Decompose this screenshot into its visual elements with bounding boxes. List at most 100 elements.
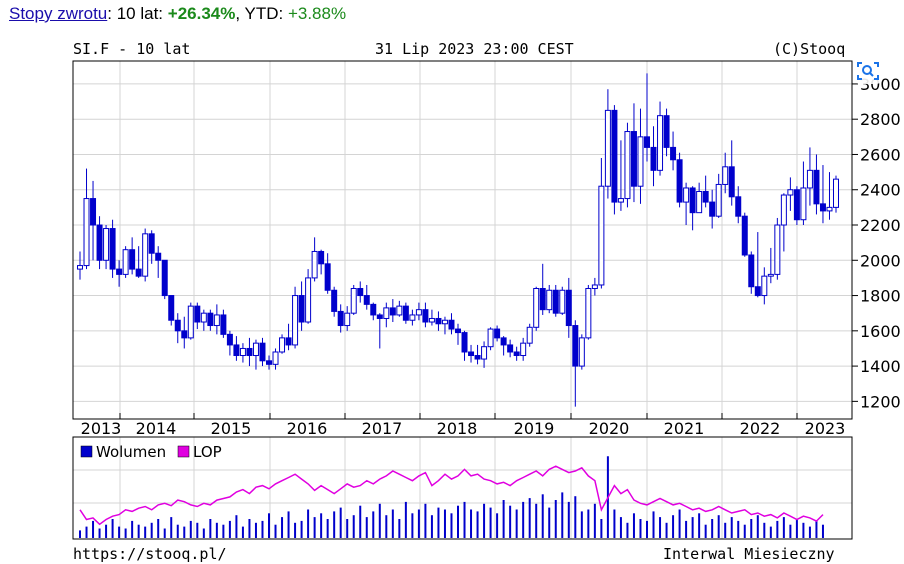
candle-body [422, 309, 429, 323]
candle-body [402, 305, 409, 321]
candle-body [344, 312, 351, 327]
candle-body [350, 287, 357, 314]
legend: Wolumen LOP [80, 443, 222, 461]
candle-body [767, 273, 774, 277]
y-tick-label: 2600 [860, 145, 901, 164]
footer-interval: Interwal Miesieczny [663, 545, 835, 563]
candle-body [259, 342, 266, 362]
candle-body [181, 330, 188, 339]
candle-body [122, 249, 129, 275]
candle-body [468, 351, 475, 357]
legend-lop-label: LOP [193, 443, 222, 461]
x-tick-label: 2014 [136, 419, 177, 438]
chart-symbol-label: SI.F - 10 lat [73, 40, 190, 58]
candle-body [135, 268, 142, 277]
candle-body [376, 314, 383, 319]
candle-body [226, 333, 233, 346]
candle-body [806, 169, 813, 189]
volume-bars-group [79, 456, 824, 538]
candle-body [239, 347, 246, 357]
x-tick-label: 2020 [589, 419, 630, 438]
x-tick-label: 2023 [805, 419, 846, 438]
x-tick-label: 2022 [740, 419, 781, 438]
candle-body [246, 347, 253, 357]
candle-body [598, 185, 605, 286]
candle-body [292, 295, 299, 346]
x-tick-label: 2016 [287, 419, 328, 438]
candle-body [526, 326, 533, 344]
candle-body [90, 198, 97, 226]
ytd-label: YTD: [244, 4, 288, 23]
legend-volume-swatch [80, 445, 93, 458]
y-tick-label: 1800 [860, 287, 901, 306]
lop-line-group [79, 465, 824, 526]
candle-body [474, 355, 481, 360]
lop-line [79, 465, 824, 526]
returns-link[interactable]: Stopy zwrotu [9, 4, 108, 23]
candle-body [780, 194, 787, 226]
candle-body [324, 263, 331, 291]
candle-body [507, 344, 514, 353]
visual-search-icon[interactable] [853, 57, 883, 85]
y-tick-label: 2200 [860, 216, 901, 235]
candle-body [559, 289, 566, 314]
candle-body [696, 191, 703, 214]
candle-body [357, 287, 364, 297]
candle-body [578, 337, 585, 367]
candle-body [103, 228, 110, 261]
candle-body [428, 317, 435, 323]
candle-body [826, 206, 833, 212]
candle-body [800, 187, 807, 221]
candle-body [285, 337, 292, 346]
y-tick-label: 2000 [860, 251, 901, 270]
x-tick-label: 2013 [81, 419, 122, 438]
candle-body [396, 305, 403, 316]
candle-body [155, 252, 162, 261]
candle-body [441, 319, 448, 325]
candle-body [252, 342, 259, 357]
returns-sep-2: , [235, 4, 245, 23]
candle-body [741, 215, 748, 256]
candle-body [611, 109, 618, 203]
y-tick-label: 2800 [860, 110, 901, 129]
candle-body [702, 191, 709, 203]
candle-body [761, 275, 768, 297]
price-plot-frame [72, 60, 853, 420]
candle-body [604, 109, 611, 187]
candle-body [142, 233, 149, 277]
candle-body [448, 319, 455, 330]
candle-body [637, 136, 644, 187]
candle-body [461, 332, 468, 353]
candle-body [676, 159, 683, 203]
candle-body [813, 169, 820, 205]
candle-body [689, 187, 696, 214]
x-axis-labels: 2013 2014 2015 2016 2017 2018 2019 2020 2021 2022… [81, 419, 846, 438]
candle-body [116, 268, 123, 275]
candle-body [272, 351, 279, 365]
return-ytd-value: +3.88% [287, 4, 347, 23]
candle-body [435, 317, 442, 325]
y-tick-label: 1600 [860, 322, 901, 341]
x-tick-label: 2018 [437, 419, 478, 438]
candle-body [168, 295, 175, 321]
candle-body [728, 166, 735, 198]
candle-body [494, 328, 501, 339]
candle-body [565, 289, 572, 327]
candle-body [318, 250, 325, 265]
candle-body [487, 328, 494, 348]
candle-body [187, 305, 194, 339]
x-tick-label: 2021 [664, 419, 705, 438]
chart-copyright-label: (C)Stooq [773, 40, 845, 58]
footer-url: https://stooq.pl/ [73, 545, 227, 563]
y-tick-label: 2400 [860, 181, 901, 200]
x-tick-label: 2015 [211, 419, 252, 438]
candle-body [617, 198, 624, 203]
candle-body [331, 289, 338, 312]
candle-body [774, 224, 781, 275]
candle-body [539, 287, 546, 311]
candle-body [500, 337, 507, 346]
volume-plot-frame [72, 436, 853, 540]
candle-body [624, 131, 631, 200]
